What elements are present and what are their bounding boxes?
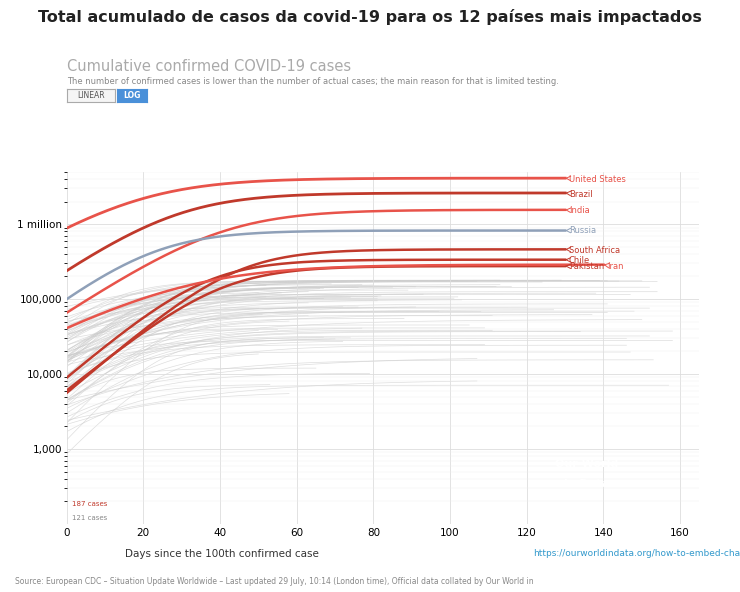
- Text: South Africa: South Africa: [566, 246, 620, 255]
- Text: Cumulative confirmed COVID-19 cases: Cumulative confirmed COVID-19 cases: [67, 59, 351, 74]
- Text: United States: United States: [566, 175, 626, 184]
- Text: Total acumulado de casos da covid-19 para os 12 países mais impactados: Total acumulado de casos da covid-19 par…: [38, 9, 702, 25]
- Text: India: India: [566, 207, 590, 215]
- Text: Iran: Iran: [605, 262, 624, 271]
- Text: Russia: Russia: [566, 226, 596, 235]
- Text: Chile: Chile: [566, 256, 591, 265]
- Text: 121 cases: 121 cases: [73, 514, 107, 521]
- Text: 187 cases: 187 cases: [73, 501, 108, 507]
- Text: Pakistan: Pakistan: [566, 262, 604, 271]
- Text: in Data: in Data: [564, 479, 609, 489]
- Text: Source: European CDC – Situation Update Worldwide – Last updated 29 July, 10:14 : Source: European CDC – Situation Update …: [15, 577, 534, 586]
- Text: Our World: Our World: [555, 459, 618, 469]
- Text: LOG: LOG: [123, 91, 141, 100]
- Text: Days since the 100th confirmed case: Days since the 100th confirmed case: [125, 549, 319, 559]
- Text: Brazil: Brazil: [566, 190, 593, 199]
- Text: LINEAR: LINEAR: [77, 91, 104, 100]
- Text: https://ourworldindata.org/how-to-embed-charts: https://ourworldindata.org/how-to-embed-…: [533, 549, 740, 558]
- Text: The number of confirmed cases is lower than the number of actual cases; the main: The number of confirmed cases is lower t…: [67, 77, 559, 86]
